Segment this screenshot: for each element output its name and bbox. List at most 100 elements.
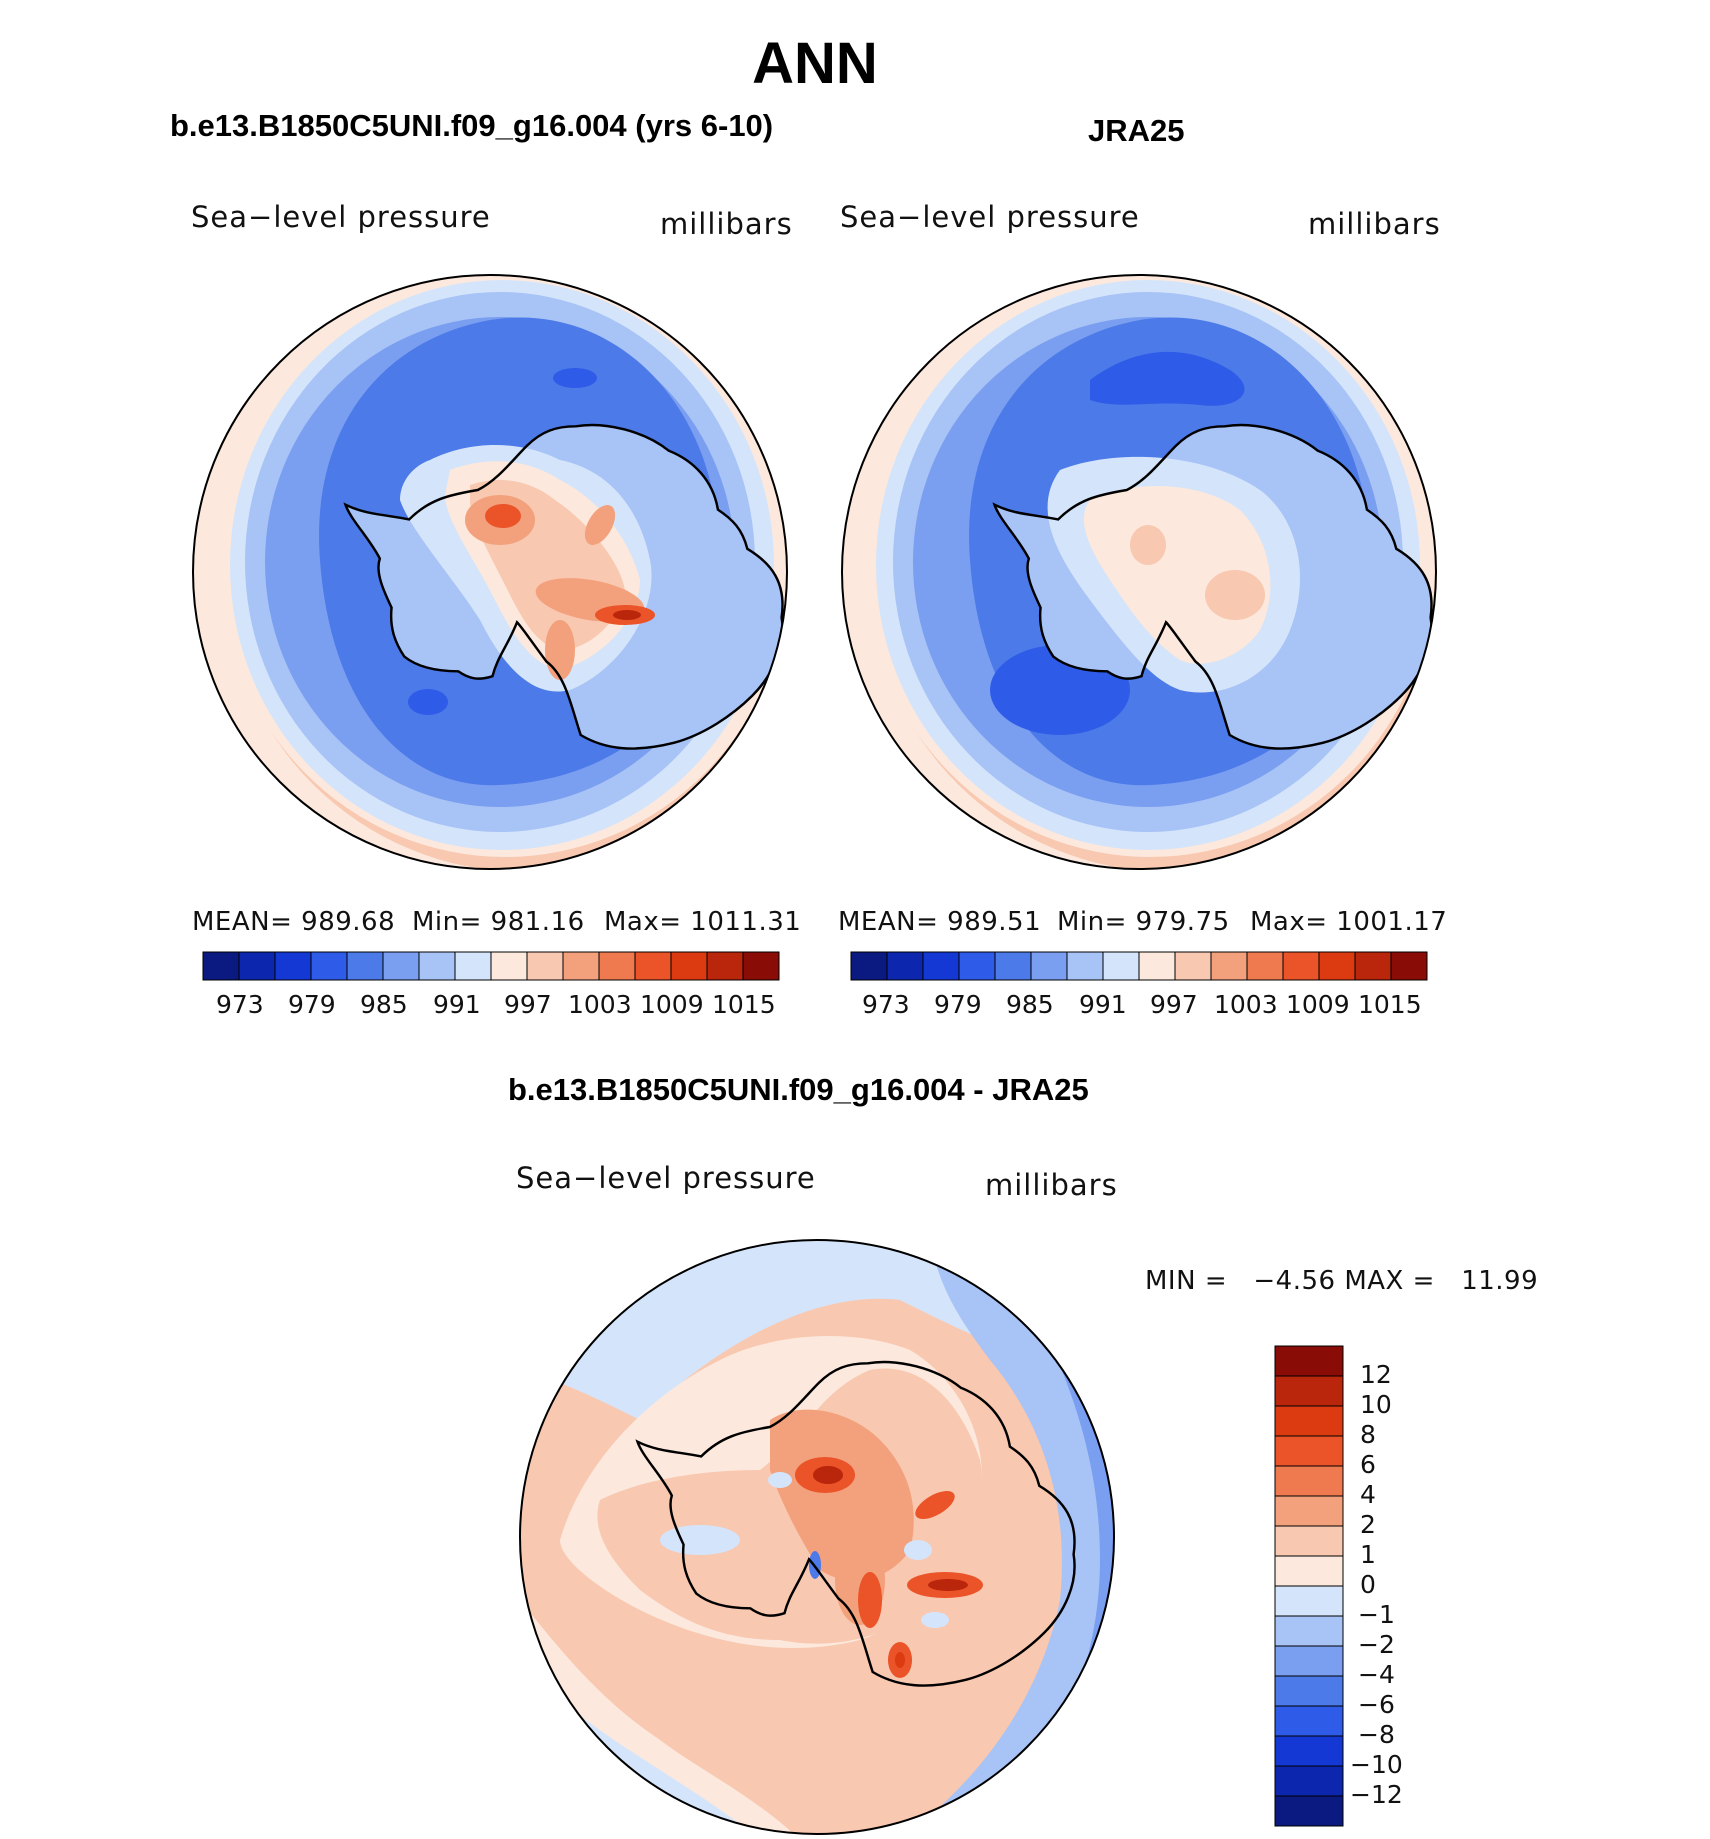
diff-tick-label: −10	[1350, 1750, 1403, 1779]
diff-tick-label: 0	[1360, 1570, 1376, 1599]
colorbar-swatch	[1274, 1555, 1344, 1587]
abs2-tick-label: 991	[1079, 990, 1127, 1019]
panel2-field-label: Sea−level pressure	[840, 200, 1140, 234]
diff-field-label: Sea−level pressure	[516, 1161, 816, 1195]
panel1-map	[193, 275, 787, 869]
colorbar-swatch	[886, 951, 924, 981]
colorbar-swatch	[1102, 951, 1140, 981]
panel2-max: Max= 1001.17	[1250, 907, 1448, 937]
colorbar-swatch	[706, 951, 744, 981]
colorbar-swatch	[1274, 1525, 1344, 1557]
panel2-case-title: JRA25	[1088, 113, 1185, 148]
diff-tick-label: 6	[1360, 1450, 1376, 1479]
abs2-tick-label: 1003	[1214, 990, 1278, 1019]
panel1-colorbar	[202, 951, 780, 981]
colorbar-swatch	[1274, 1435, 1344, 1467]
colorbar-swatch	[310, 951, 348, 981]
diff-map-border	[519, 1239, 1115, 1835]
colorbar-swatch	[1318, 951, 1356, 981]
colorbar-swatch	[742, 951, 780, 981]
colorbar-swatch	[1274, 1645, 1344, 1677]
abs2-tick-label: 985	[1006, 990, 1054, 1019]
colorbar-swatch	[1138, 951, 1176, 981]
abs1-tick-label: 997	[504, 990, 552, 1019]
colorbar-swatch	[1274, 1465, 1344, 1497]
colorbar-swatch	[1246, 951, 1284, 981]
colorbar-swatch	[526, 951, 564, 981]
colorbar-swatch	[1174, 951, 1212, 981]
abs1-tick-label: 1015	[712, 990, 776, 1019]
colorbar-swatch	[1210, 951, 1248, 981]
abs1-tick-label: 985	[360, 990, 408, 1019]
panel1-max: Max= 1011.31	[604, 907, 802, 937]
colorbar-swatch	[1274, 1675, 1344, 1707]
colorbar-swatch	[382, 951, 420, 981]
main-title: ANN	[752, 31, 878, 96]
panel2-map-border	[841, 274, 1437, 870]
diff-tick-label: 4	[1360, 1480, 1376, 1509]
abs2-tick-label: 1015	[1358, 990, 1422, 1019]
diff-tick-label: −4	[1358, 1660, 1395, 1689]
colorbar-swatch	[1274, 1345, 1344, 1377]
colorbar-swatch	[1274, 1585, 1344, 1617]
colorbar-swatch	[274, 951, 312, 981]
panel1-map-border	[192, 274, 788, 870]
colorbar-swatch	[1274, 1795, 1344, 1827]
panel2-mean: MEAN= 989.51	[838, 907, 1042, 937]
colorbar-swatch	[598, 951, 636, 981]
diff-tick-label: −2	[1358, 1630, 1395, 1659]
abs1-tick-label: 991	[433, 990, 481, 1019]
colorbar-swatch	[562, 951, 600, 981]
panel2-map	[842, 275, 1436, 869]
diff-units-label: millibars	[985, 1168, 1118, 1202]
colorbar-swatch	[1274, 1735, 1344, 1767]
panel1-units-label: millibars	[660, 207, 793, 241]
panel1-mean: MEAN= 989.68	[192, 907, 396, 937]
diff-tick-label: −1	[1358, 1600, 1395, 1629]
colorbar-swatch	[1274, 1495, 1344, 1527]
colorbar-swatch	[1274, 1765, 1344, 1797]
abs1-tick-label: 1009	[640, 990, 704, 1019]
colorbar-swatch	[238, 951, 276, 981]
colorbar-swatch	[994, 951, 1032, 981]
colorbar-swatch	[922, 951, 960, 981]
diff-tick-label: −12	[1350, 1780, 1403, 1809]
panel2-units-label: millibars	[1308, 207, 1441, 241]
colorbar-swatch	[1282, 951, 1320, 981]
diff-tick-label: 12	[1360, 1360, 1392, 1389]
colorbar-swatch	[634, 951, 672, 981]
abs2-tick-label: 1009	[1286, 990, 1350, 1019]
colorbar-swatch	[1274, 1615, 1344, 1647]
diff-tick-label: −6	[1358, 1690, 1395, 1719]
diff-tick-label: 1	[1360, 1540, 1376, 1569]
colorbar-swatch	[490, 951, 528, 981]
colorbar-swatch	[1066, 951, 1104, 981]
diff-tick-label: 8	[1360, 1420, 1376, 1449]
colorbar-swatch	[670, 951, 708, 981]
diff-tick-label: −8	[1358, 1720, 1395, 1749]
colorbar-swatch	[346, 951, 384, 981]
panel2-min: Min= 979.75	[1057, 907, 1230, 937]
panel2-colorbar	[850, 951, 1428, 981]
colorbar-swatch	[202, 951, 240, 981]
abs2-tick-label: 979	[934, 990, 982, 1019]
colorbar-swatch	[958, 951, 996, 981]
colorbar-swatch	[1354, 951, 1392, 981]
panel1-field-label: Sea−level pressure	[191, 200, 491, 234]
diff-tick-label: 2	[1360, 1510, 1376, 1539]
abs2-tick-label: 997	[1150, 990, 1198, 1019]
diff-minmax: MIN = −4.56 MAX = 11.99	[1145, 1266, 1539, 1296]
colorbar-swatch	[1274, 1375, 1344, 1407]
colorbar-swatch	[1274, 1705, 1344, 1737]
colorbar-swatch	[454, 951, 492, 981]
colorbar-swatch	[1030, 951, 1068, 981]
colorbar-swatch	[418, 951, 456, 981]
abs1-tick-label: 979	[288, 990, 336, 1019]
panel1-case-title: b.e13.B1850C5UNI.f09_g16.004 (yrs 6-10)	[170, 108, 774, 143]
colorbar-swatch	[1274, 1405, 1344, 1437]
abs2-tick-label: 973	[862, 990, 910, 1019]
colorbar-swatch	[1390, 951, 1428, 981]
diff-tick-label: 10	[1360, 1390, 1392, 1419]
abs1-tick-label: 1003	[568, 990, 632, 1019]
